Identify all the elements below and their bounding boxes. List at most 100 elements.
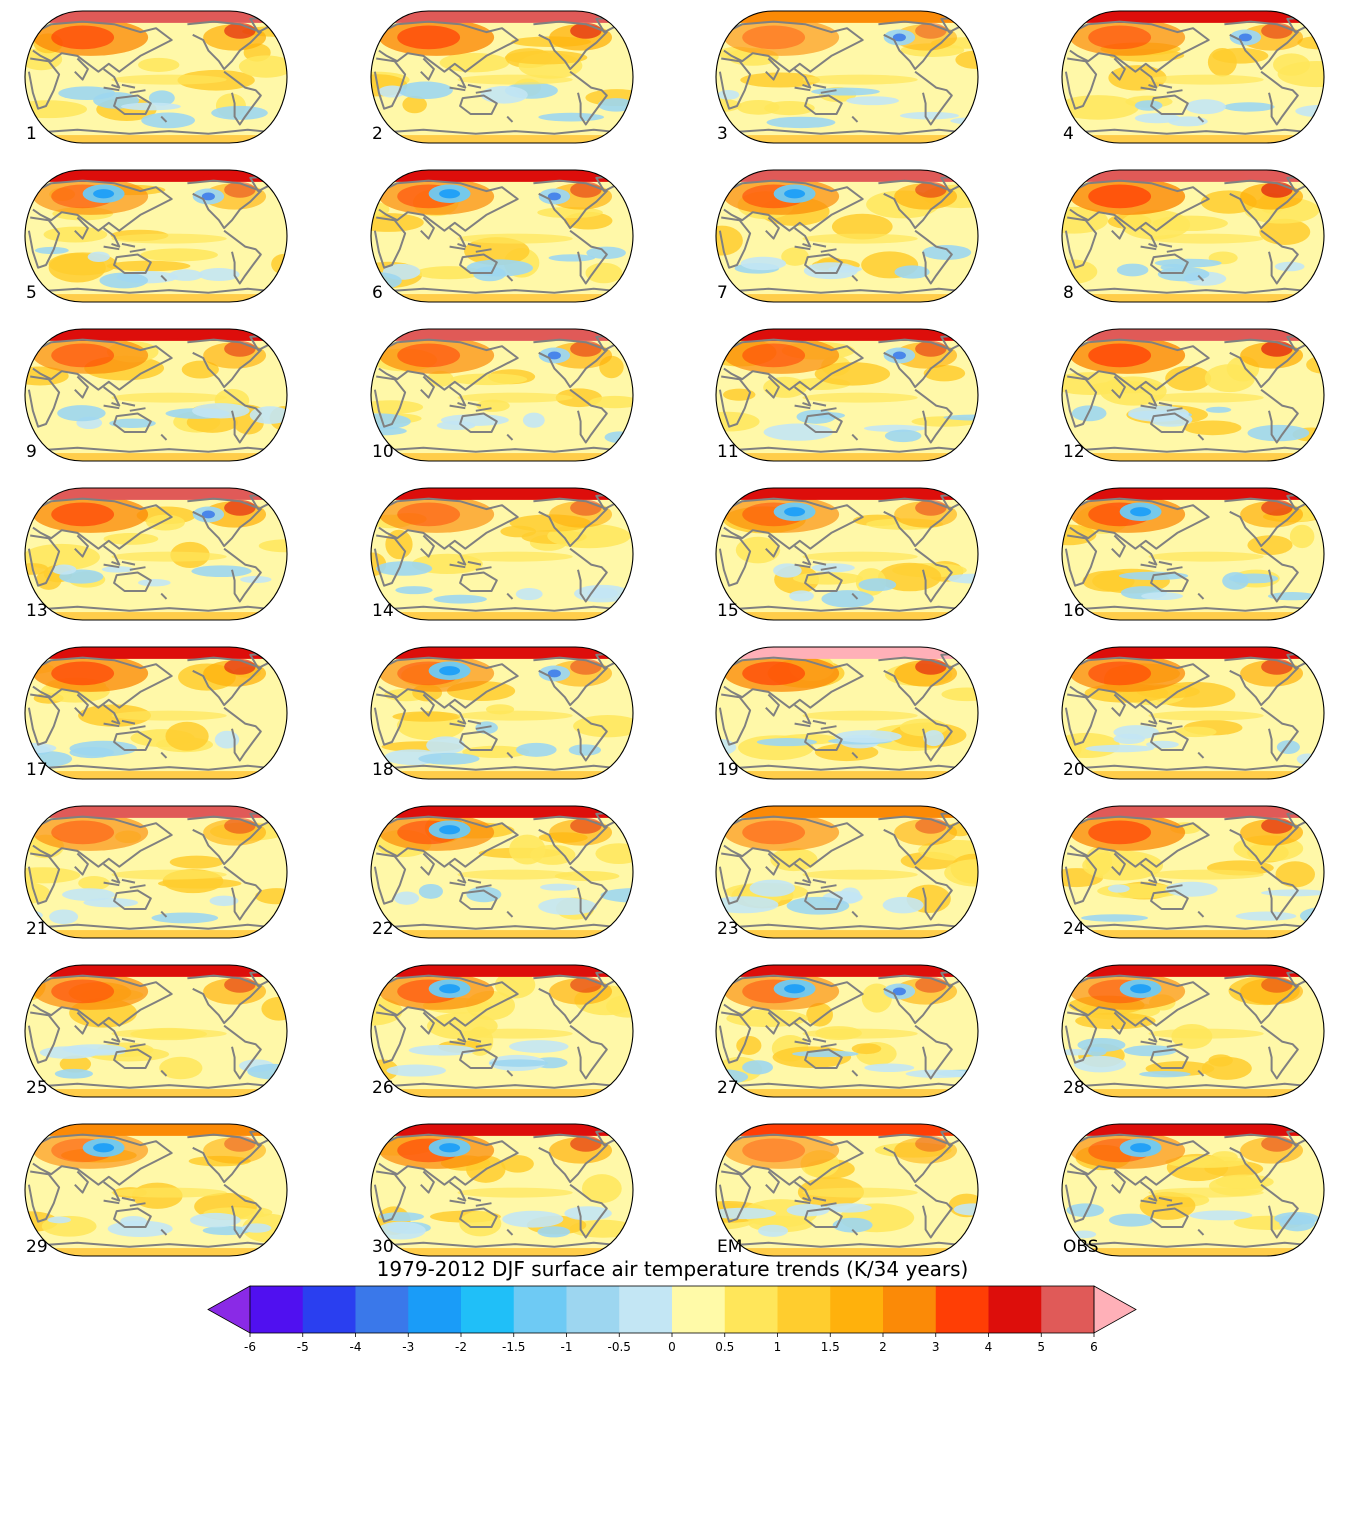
colorbar-segment [830,1286,884,1333]
panel-label: 25 [26,1078,48,1098]
panel-label: 3 [717,124,728,144]
map-field [715,1123,979,1257]
map-field [24,487,288,621]
panel-label: 17 [26,760,48,780]
map-field [1061,964,1325,1098]
map-panel: 18 [370,646,670,796]
colorbar-segment [988,1286,1042,1333]
panel-label: 19 [717,760,739,780]
panel-label: 9 [26,442,37,462]
panel-label: 2 [372,124,383,144]
map-field [1061,646,1325,780]
colorbar-segment [302,1286,356,1333]
map-panel: 25 [24,964,324,1114]
map-panel: 10 [370,328,670,478]
colorbar-tick-label: 6 [1090,1340,1098,1354]
panel-label: 22 [372,919,394,939]
map-field [370,805,634,939]
colorbar-tick-label: 5 [1037,1340,1045,1354]
panel-label: EM [717,1237,743,1257]
map-panel: 15 [715,487,1015,637]
panel-label: 21 [26,919,48,939]
map-field [24,328,288,462]
panel-label: 30 [372,1237,394,1257]
map-panel: OBS [1061,1123,1345,1273]
colorbar-segment [672,1286,726,1333]
map-panel: 24 [1061,805,1345,955]
colorbar-segment [355,1286,409,1333]
map-panel: 7 [715,169,1015,319]
map-field [370,328,634,462]
map-panel: 12 [1061,328,1345,478]
map-field [370,10,634,144]
colorbar-tick-label: -1 [561,1340,573,1354]
map-field [1061,169,1325,303]
map-panel: 5 [24,169,324,319]
map-panel: 14 [370,487,670,637]
panel-label: 15 [717,601,739,621]
colorbar-extend-max [1093,1285,1137,1334]
colorbar-tick-label: -5 [297,1340,309,1354]
colorbar-title: 1979-2012 DJF surface air temperature tr… [376,1257,969,1281]
panel-label: 16 [1063,601,1085,621]
panel-label: 12 [1063,442,1085,462]
map-panel: 21 [24,805,324,955]
panel-label: 7 [717,283,728,303]
map-field [715,646,979,780]
panel-label: 8 [1063,283,1074,303]
map-panel: EM [715,1123,1015,1273]
map-field [715,805,979,939]
colorbar-tick-label: -4 [350,1340,362,1354]
panel-label: 24 [1063,919,1085,939]
panel-label: 10 [372,442,394,462]
map-field [715,10,979,144]
map-field [370,964,634,1098]
panel-label: 26 [372,1078,394,1098]
map-panel: 28 [1061,964,1345,1114]
colorbar-segment [461,1286,515,1333]
colorbar-tick-label: -1.5 [502,1340,525,1354]
map-panel: 6 [370,169,670,319]
panel-label: 28 [1063,1078,1085,1098]
map-panel: 16 [1061,487,1345,637]
colorbar-tick-label: -2 [455,1340,467,1354]
map-field [1061,805,1325,939]
map-field [715,487,979,621]
colorbar-segment [408,1286,462,1333]
map-field [370,169,634,303]
map-field [370,646,634,780]
map-panel: 29 [24,1123,324,1273]
panel-label: 14 [372,601,394,621]
map-panel: 17 [24,646,324,796]
colorbar-segment [513,1286,567,1333]
map-panel: 23 [715,805,1015,955]
map-field [24,805,288,939]
colorbar-segment [566,1286,620,1333]
colorbar: -6 -5 -4 -3 -2 -1.5 -1 -0.5 0 0.5 1 1.5 2 3 4 5 6 [207,1285,1137,1354]
map-panel: 3 [715,10,1015,160]
map-field [370,487,634,621]
map-panel: 4 [1061,10,1345,160]
panel-label: OBS [1063,1237,1099,1257]
map-field [1061,10,1325,144]
map-field [24,646,288,780]
maps-grid: 1 2 3 4 5 6 7 8 9 10 11 12 13 14 15 16 17 18 19 20 21 22 23 24 2… [24,10,1345,1257]
map-panel: 22 [370,805,670,955]
panel-label: 1 [26,124,37,144]
map-field [24,964,288,1098]
map-panel: 27 [715,964,1015,1114]
colorbar-segment [935,1286,989,1333]
colorbar-tick-label: -0.5 [608,1340,631,1354]
map-field [1061,1123,1325,1257]
colorbar-segment [619,1286,673,1333]
map-panel: 2 [370,10,670,160]
map-field [715,328,979,462]
map-panel: 9 [24,328,324,478]
colorbar-tick-label: 0 [668,1340,676,1354]
colorbar-segment [1041,1286,1095,1333]
map-field [715,964,979,1098]
map-field [715,169,979,303]
map-panel: 11 [715,328,1015,478]
colorbar-tick-label: 3 [932,1340,940,1354]
map-field [1061,487,1325,621]
